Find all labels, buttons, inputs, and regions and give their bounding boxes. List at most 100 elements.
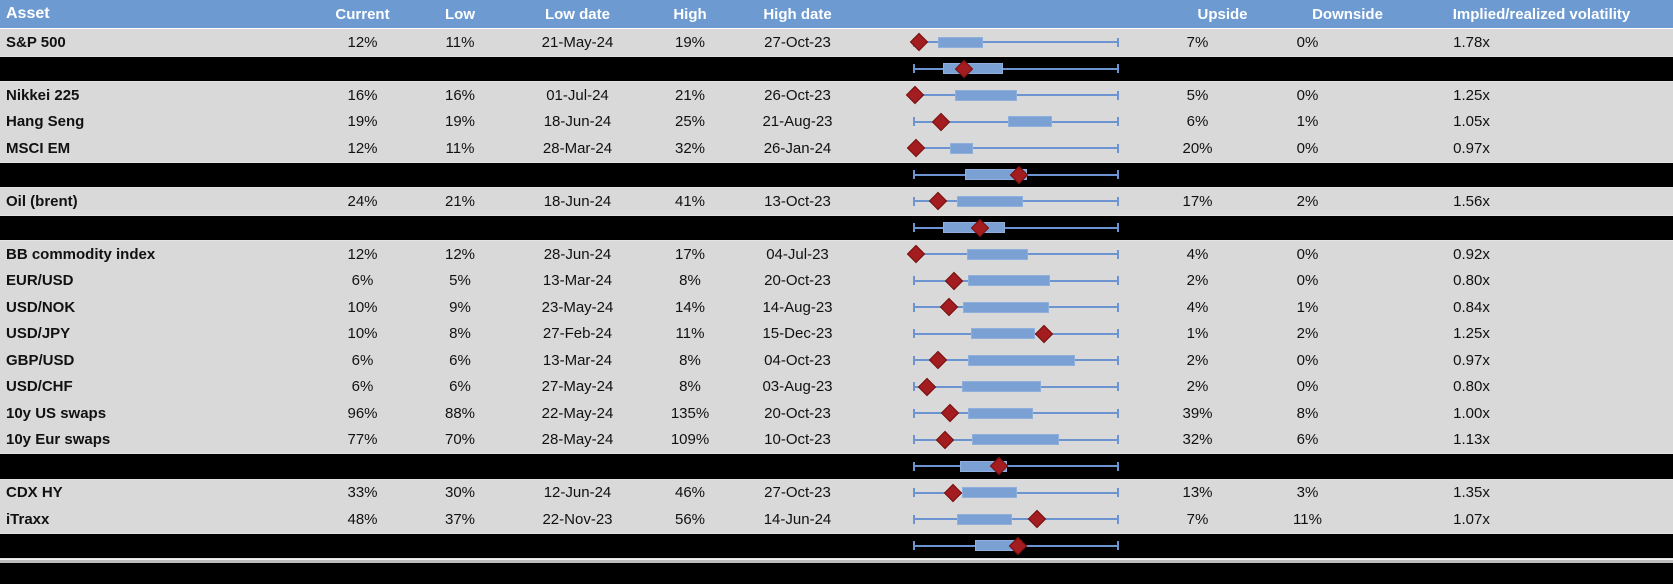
high-cell: 41% (674, 192, 706, 210)
high-cell: 8% (679, 351, 701, 369)
high-date-cell: 14-Jun-24 (763, 510, 832, 528)
low-date-cell: 12-Jun-24 (543, 484, 612, 502)
whisker-cap-left (913, 355, 915, 365)
current-cell: 10% (347, 325, 378, 343)
table-row: S&P 500 12% 11% 21-May-24 19% 27-Oct-23 7% 0% 1.… (0, 29, 1673, 56)
low-cell: 5% (449, 272, 471, 290)
whisker-cap-right (1117, 461, 1119, 471)
high-date-cell: 14-Aug-23 (762, 298, 833, 316)
high-cell: 14% (674, 298, 706, 316)
whisker-cap-left (913, 488, 915, 498)
whisker-cap-right (1117, 514, 1119, 524)
high-date-cell: 21-Aug-23 (762, 113, 833, 131)
low-cell: 16% (444, 86, 476, 104)
asset-cell: USD/CHF (6, 378, 73, 396)
current-level-diamond-icon (1027, 510, 1047, 529)
high-date-cell: 20-Oct-23 (764, 272, 831, 290)
upside-cell: 20% (1182, 139, 1213, 157)
current-level-diamond-icon (931, 112, 951, 131)
low-cell: 8% (449, 325, 471, 343)
range-plot-cell (860, 321, 1160, 348)
col-header-upside: Upside (1197, 5, 1248, 23)
high-cell: 19% (674, 33, 706, 51)
low-cell: 19% (444, 113, 476, 131)
col-header-low: Low (445, 5, 475, 23)
low-date-cell: 28-Jun-24 (543, 245, 612, 263)
implied-realized-cell: 0.80x (1453, 272, 1490, 290)
whisker-cap-left (913, 382, 915, 392)
range-plot-cell (860, 57, 1160, 82)
downside-cell: 0% (1296, 378, 1319, 396)
downside-cell: 2% (1296, 325, 1319, 343)
low-cell: 6% (449, 378, 471, 396)
implied-realized-cell: 1.35x (1453, 484, 1490, 502)
range-plot-cell (860, 188, 1160, 215)
current-cell: 6% (351, 378, 374, 396)
table-row: Hang Seng 19% 19% 18-Jun-24 25% 21-Aug-23 6% 1%… (0, 108, 1673, 136)
low-date-cell: 21-May-24 (541, 33, 614, 51)
range-plot-cell (860, 427, 1160, 454)
low-date-cell: 27-Feb-24 (542, 325, 613, 343)
table-row: USD/NOK 10% 9% 23-May-24 14% 14-Aug-23 4% 1% 0.8… (0, 294, 1673, 321)
high-cell: 135% (670, 404, 710, 422)
whisker-line (914, 465, 1118, 468)
range-box (962, 301, 1050, 313)
table-row: Oil (brent) 24% 21% 18-Jun-24 41% 13-Oct-23 17… (0, 188, 1673, 215)
downside-cell: 0% (1296, 351, 1319, 369)
whisker-cap-left (913, 117, 915, 127)
asset-cell: USD/JPY (6, 325, 71, 343)
current-level-diamond-icon (940, 404, 960, 423)
bottom-band (0, 563, 1673, 584)
current-level-diamond-icon (943, 483, 963, 502)
col-header-low-date: Low date (544, 5, 610, 23)
low-date-cell: 01-Jul-24 (546, 86, 609, 104)
range-plot-cell (860, 109, 1160, 136)
whisker-cap-left (913, 196, 915, 206)
current-level-diamond-icon (906, 139, 926, 158)
range-plot-cell (860, 400, 1160, 427)
downside-cell: 1% (1296, 298, 1319, 316)
header-row: Asset Current Low Low date High High dat… (0, 0, 1673, 29)
high-date-cell: 26-Jan-24 (763, 139, 832, 157)
whisker-cap-left (913, 276, 915, 286)
implied-realized-cell: 0.97x (1453, 351, 1490, 369)
table-row: GBP/USD 6% 6% 13-Mar-24 8% 04-Oct-23 2% 0% 0.97x (0, 347, 1673, 374)
table-row: USD/JPY 10% 8% 27-Feb-24 11% 15-Dec-23 1% 2% 1.2… (0, 320, 1673, 348)
current-level-diamond-icon (944, 271, 964, 290)
range-plot-cell (860, 268, 1160, 295)
range-plot-cell (860, 241, 1160, 268)
asset-cell: USD/NOK (6, 298, 76, 316)
low-date-cell: 28-May-24 (541, 431, 614, 449)
low-date-cell: 28-Mar-24 (542, 139, 613, 157)
whisker-cap-right (1117, 488, 1119, 498)
range-box (961, 487, 1018, 499)
summary-row (0, 214, 1673, 241)
current-level-diamond-icon (935, 430, 955, 449)
downside-cell: 6% (1296, 431, 1319, 449)
table-body: S&P 500 12% 11% 21-May-24 19% 27-Oct-23 7% 0% 1.… (0, 29, 1673, 559)
summary-row (0, 55, 1673, 82)
implied-realized-cell: 0.97x (1453, 139, 1490, 157)
col-header-downside: Downside (1312, 5, 1383, 23)
low-date-cell: 18-Jun-24 (543, 192, 612, 210)
range-box (967, 248, 1029, 260)
high-date-cell: 26-Oct-23 (764, 86, 831, 104)
low-date-cell: 27-May-24 (541, 378, 614, 396)
range-plot-cell (860, 163, 1160, 188)
range-plot-cell (860, 294, 1160, 321)
current-level-diamond-icon (928, 351, 948, 370)
current-cell: 33% (347, 484, 378, 502)
current-level-diamond-icon (1034, 324, 1054, 343)
implied-realized-cell: 1.05x (1453, 113, 1490, 131)
table-row: EUR/USD 6% 5% 13-Mar-24 8% 20-Oct-23 2% 0% 0.80x (0, 267, 1673, 295)
downside-cell: 2% (1296, 192, 1319, 210)
col-header-implied-realized-volatility: Implied/realized volatility (1452, 5, 1631, 23)
low-cell: 30% (444, 484, 476, 502)
range-box (968, 275, 1051, 287)
range-box (955, 89, 1018, 101)
whisker-line (914, 518, 1118, 521)
current-cell: 24% (347, 192, 378, 210)
current-cell: 12% (347, 33, 378, 51)
implied-realized-cell: 0.84x (1453, 298, 1490, 316)
